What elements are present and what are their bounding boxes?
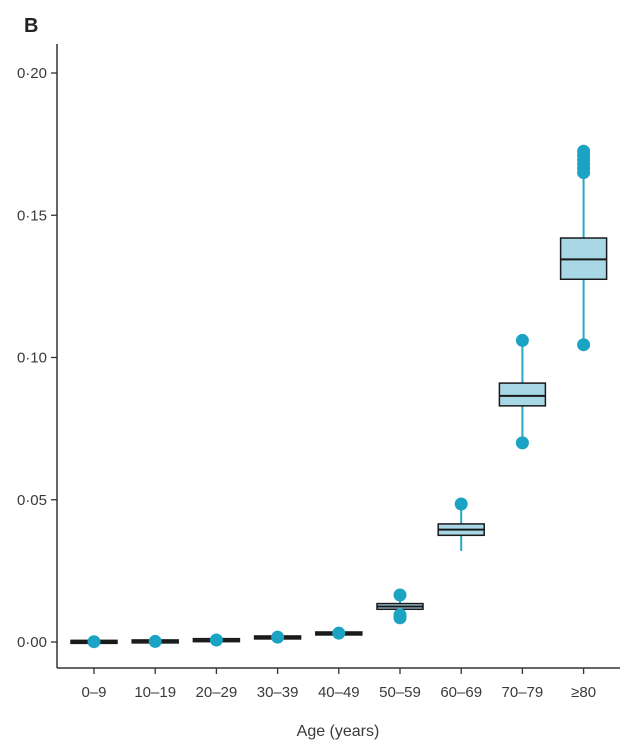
outlier-point [454,497,468,511]
box-5 [315,626,363,640]
box-2 [131,634,179,648]
x-tick-label: 20–29 [196,684,238,701]
x-tick-label: 30–39 [257,684,299,701]
y-axis: 0·00 0·05 0·10 0·15 0·20 [17,44,58,668]
box-series [70,144,608,649]
box-7 [437,497,485,551]
panel-label: B [24,15,38,37]
y-tick-label: 0·10 [17,350,47,367]
x-tick-label: 10–19 [134,684,176,701]
x-tick-label: 0–9 [81,684,106,701]
box-6 [376,588,424,625]
x-tick-label: ≥80 [571,684,596,701]
x-tick-label: 60–69 [440,684,482,701]
box-1 [70,635,118,649]
outlier-point [515,333,529,347]
outlier-point [393,588,407,602]
box-3 [192,633,241,647]
x-axis: 0–9 10–19 20–29 30–39 40–49 50–59 60–69 70–79 ≥8… [57,667,620,701]
box-4 [253,630,302,644]
outlier-point [148,634,162,648]
outlier-point [515,436,529,450]
x-axis-title: Age (years) [297,723,380,740]
outlier-point [271,630,285,644]
outlier-point [209,633,223,647]
outlier-point [332,626,346,640]
outlier-point [577,338,591,352]
x-tick-label: 40–49 [318,684,360,701]
y-tick-label: 0·20 [17,65,47,82]
y-tick-label: 0·15 [17,207,47,224]
y-tick-label: 0·05 [17,492,47,509]
x-tick-label: 50–59 [379,684,421,701]
outlier-point [577,144,591,158]
y-tick-label: 0·00 [17,634,47,651]
box-9 [559,144,608,352]
outlier-point [87,635,101,649]
outlier-point [393,608,407,622]
x-tick-label: 70–79 [502,684,544,701]
box-8 [498,333,547,450]
box-body [498,382,547,407]
